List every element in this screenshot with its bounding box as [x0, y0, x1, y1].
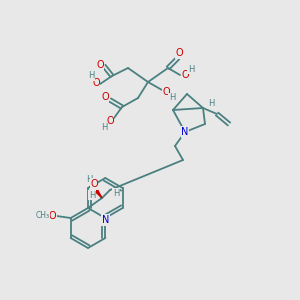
Text: O: O — [106, 116, 114, 126]
Text: O: O — [101, 92, 109, 102]
Text: O: O — [162, 87, 170, 97]
Text: N: N — [181, 127, 189, 137]
Text: H: H — [113, 188, 119, 197]
Text: O: O — [96, 60, 104, 70]
Text: O: O — [175, 48, 183, 58]
Text: O: O — [90, 179, 98, 189]
Text: O: O — [181, 70, 189, 80]
Text: H: H — [89, 190, 95, 200]
Text: O: O — [92, 78, 100, 88]
Text: H: H — [208, 100, 214, 109]
Polygon shape — [90, 184, 102, 198]
Text: O: O — [49, 211, 56, 221]
Text: H: H — [188, 64, 194, 74]
Text: H: H — [88, 71, 94, 80]
Text: H: H — [86, 176, 92, 184]
Text: H: H — [169, 94, 175, 103]
Text: CH₃: CH₃ — [36, 212, 50, 220]
Text: N: N — [102, 215, 109, 225]
Text: H: H — [101, 122, 107, 131]
